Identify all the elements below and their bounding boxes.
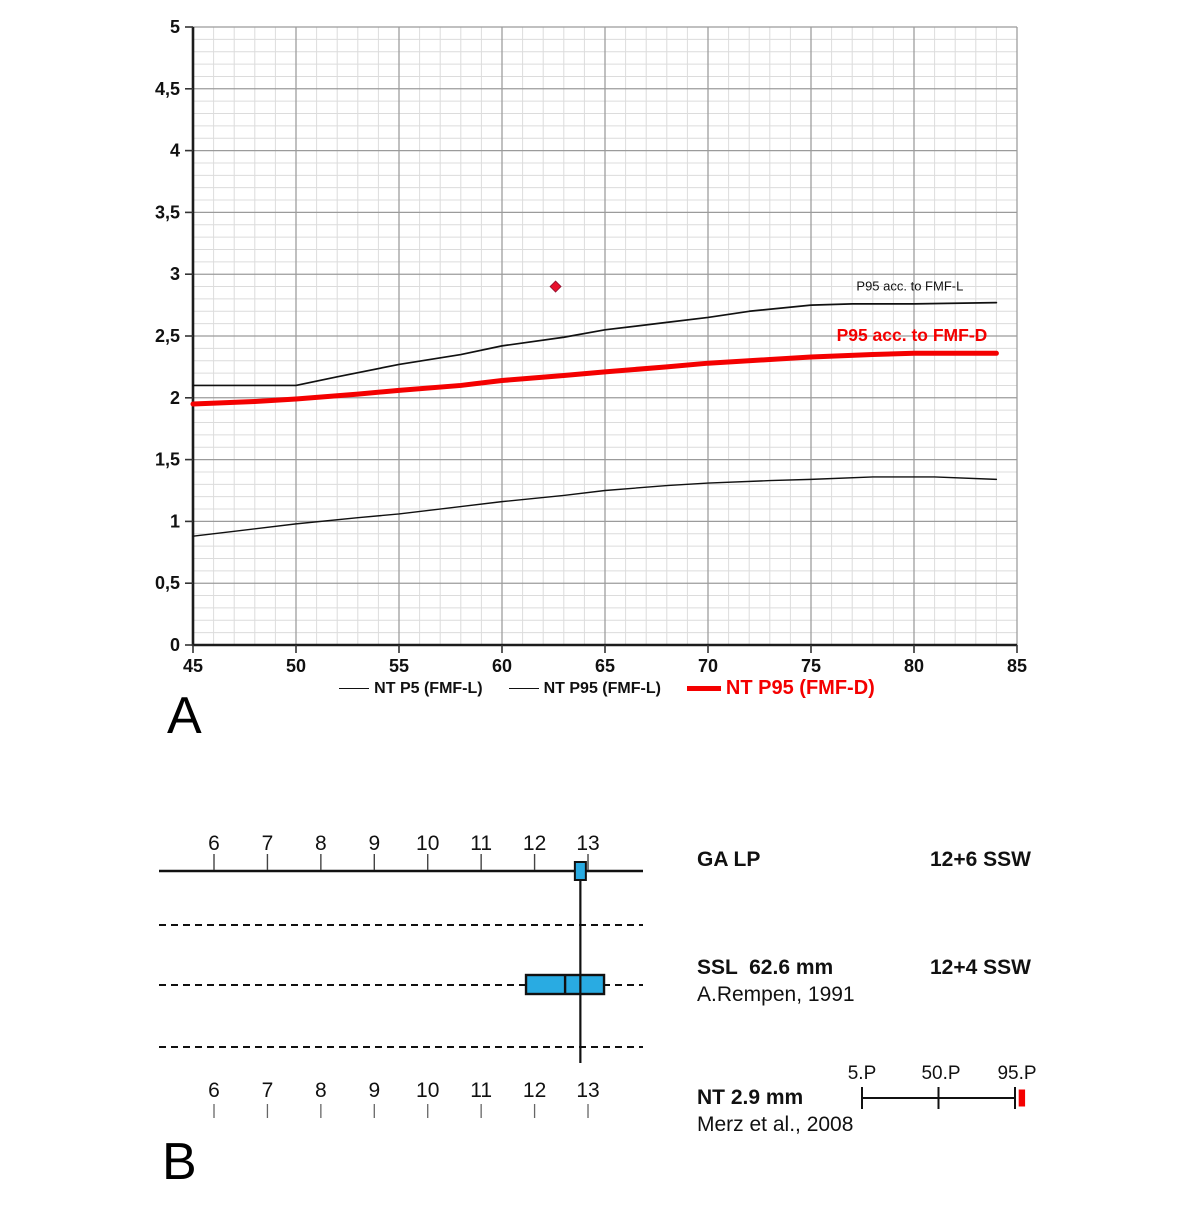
- percentile-5-label: 5.P: [847, 1063, 877, 1084]
- week-label: 13: [576, 832, 599, 855]
- y-tick-label: 5: [170, 17, 180, 37]
- x-tick-label: 60: [492, 656, 512, 676]
- y-tick-label: 3,5: [155, 202, 180, 222]
- y-tick-label: 3: [170, 264, 180, 284]
- x-tick-label: 65: [595, 656, 615, 676]
- week-label: 10: [416, 1079, 439, 1102]
- ga-lp-value: 12+6 SSW: [930, 848, 1031, 871]
- percentile-50-label: 50.P: [921, 1063, 961, 1084]
- y-tick-label: 1,5: [155, 450, 180, 470]
- ssl-label: SSL 62.6 mm: [697, 956, 834, 979]
- x-tick-label: 50: [286, 656, 306, 676]
- panel-b-label: B: [162, 1133, 197, 1191]
- week-label: 12: [523, 1079, 546, 1102]
- nt-label: NT 2.9 mm: [697, 1086, 804, 1109]
- y-tick-label: 0: [170, 635, 180, 655]
- x-tick-labels: 45 50 55 60 65 70 75 80 85: [183, 656, 1027, 676]
- ga-lp-label: GA LP: [697, 848, 761, 871]
- patient-point-diamond-icon: [549, 280, 562, 293]
- week-label: 12: [523, 832, 546, 855]
- ga-lp-marker: [573, 861, 587, 881]
- thin-black-line-icon: [339, 688, 370, 689]
- x-tick-label: 55: [389, 656, 409, 676]
- week-label: 13: [576, 1079, 599, 1102]
- y-tick-label: 2,5: [155, 326, 180, 346]
- legend-label: NT P95 (FMF-D): [725, 677, 875, 699]
- ssl-source: A.Rempen, 1991: [697, 983, 855, 1006]
- curve-nt-p95-fmf-d-: [190, 350, 999, 407]
- week-label: 7: [262, 832, 274, 855]
- thin-black-line-icon: [508, 688, 539, 689]
- panel-a-legend: NT P5 (FMF-L) NT P95 (FMF-L) NT P95 (FMF…: [0, 677, 1200, 700]
- week-label: 8: [315, 1079, 327, 1102]
- percentile-95-label: 95.P: [997, 1063, 1037, 1084]
- week-ruler-bottom-labels: 6 7 8 9 10 11 12 13: [208, 1079, 600, 1102]
- week-label: 9: [368, 832, 380, 855]
- legend-label: NT P5 (FMF-L): [374, 679, 483, 697]
- legend-label: NT P95 (FMF-L): [543, 679, 661, 697]
- legend-item-nt-p5-fmfl: NT P5 (FMF-L): [339, 679, 483, 698]
- week-label: 10: [416, 832, 439, 855]
- dashed-rows: [159, 924, 643, 1048]
- x-tick-label: 85: [1007, 656, 1027, 676]
- week-label: 6: [208, 1079, 220, 1102]
- x-tick-label: 80: [904, 656, 924, 676]
- panel-a-label: A: [167, 687, 202, 745]
- thick-red-line-icon: [686, 686, 721, 691]
- y-tick-label: 1: [170, 511, 180, 531]
- x-tick-label: 70: [698, 656, 718, 676]
- y-tick-label: 2: [170, 388, 180, 408]
- y-tick-label: 4,5: [155, 79, 180, 99]
- week-label: 7: [262, 1079, 274, 1102]
- y-tick-labels: 0 0,5 1 1,5 2 2,5 3 3,5 4 4,5 5: [155, 17, 180, 655]
- week-label: 11: [470, 1079, 492, 1102]
- x-tick-label: 75: [801, 656, 821, 676]
- axis-ticks: [185, 26, 1018, 653]
- week-ruler-top-labels: 6 7 8 9 10 11 12 13: [208, 832, 600, 855]
- y-tick-label: 4: [170, 141, 180, 161]
- week-label: 6: [208, 832, 220, 855]
- week-label: 8: [315, 832, 327, 855]
- curve-nt-p95-fmf-l-: [192, 301, 998, 387]
- x-tick-label: 45: [183, 656, 203, 676]
- week-label: 11: [470, 832, 492, 855]
- curve-nt-p5-fmf-l-: [192, 476, 998, 537]
- nt-value-marker: [1018, 1089, 1026, 1107]
- y-tick-label: 0,5: [155, 573, 180, 593]
- week-label: 9: [368, 1079, 380, 1102]
- nt-percentile-scale: [861, 1087, 1016, 1109]
- legend-item-nt-p95-fmfl: NT P95 (FMF-L): [508, 679, 661, 698]
- curve-annotation-0: P95 acc. to FMF-L: [856, 278, 963, 293]
- curve-annotation-1: P95 acc. to FMF-D: [837, 325, 988, 345]
- legend-item-nt-p95-fmfd: NT P95 (FMF-D): [686, 677, 875, 700]
- week-ruler-top-ticks: [213, 854, 589, 870]
- nt-source: Merz et al., 2008: [697, 1113, 854, 1136]
- week-ruler-bottom-ticks: [213, 1104, 589, 1118]
- ssl-value: 12+4 SSW: [930, 956, 1031, 979]
